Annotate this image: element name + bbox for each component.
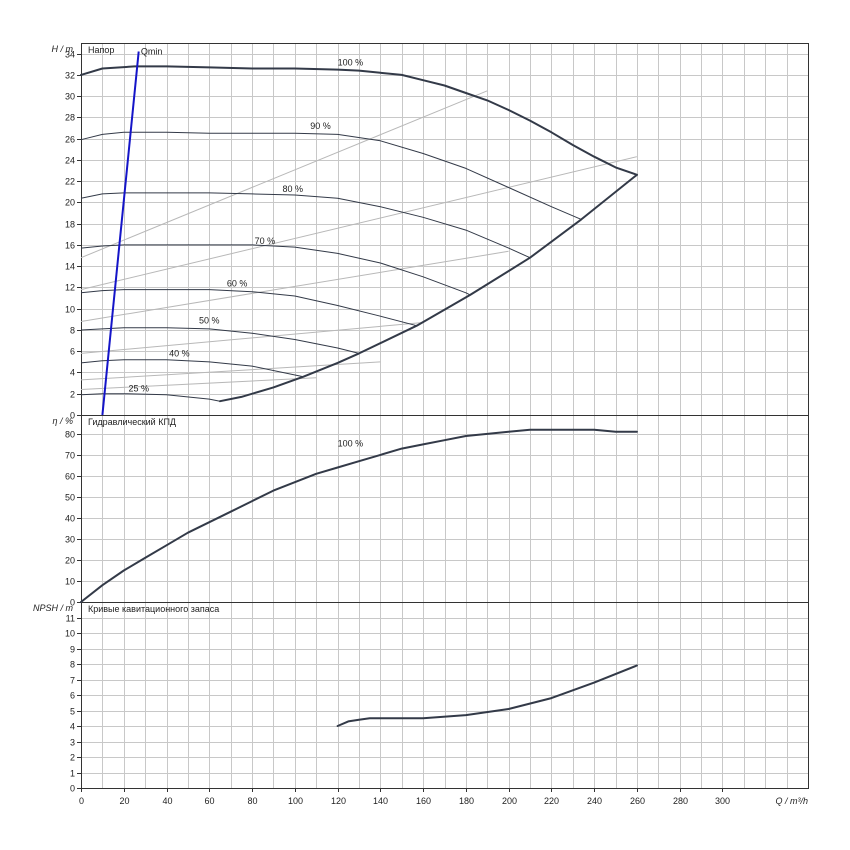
head-curve-50: [80, 327, 360, 354]
head-envelope-curve: [219, 173, 638, 403]
y-tick-label: 40: [65, 514, 75, 524]
x-tick-label: 140: [373, 796, 388, 806]
y-tick-label: 10: [65, 305, 75, 315]
y-tick-label: 34: [65, 50, 75, 60]
y-tick-label: 50: [65, 493, 75, 503]
y-tick-label: 24: [65, 156, 75, 166]
x-tick-label: 260: [630, 796, 645, 806]
iso-efficiency-line: [80, 156, 638, 291]
x-tick-label: 160: [416, 796, 431, 806]
y-tick-label: 1: [70, 769, 75, 779]
y-tick-label: 12: [65, 283, 75, 293]
iso-efficiency-line: [80, 250, 509, 322]
y-tick-label: 7: [70, 676, 75, 686]
x-tick-label: 20: [119, 796, 129, 806]
y-tick-label: 4: [70, 368, 75, 378]
y-tick-label: 14: [65, 262, 75, 272]
series-layer: [80, 51, 638, 727]
x-tick-label: 60: [204, 796, 214, 806]
npsh-y-axis-label: NPSH / m: [33, 603, 74, 613]
head-curve-100: [80, 65, 638, 176]
y-tick-label: 6: [70, 691, 75, 701]
head-curve-40: [80, 359, 304, 378]
head-curve-90: [80, 131, 582, 220]
y-tick-label: 10: [65, 629, 75, 639]
efficiency-series-label: 100 %: [338, 439, 364, 449]
y-tick-label: 11: [66, 614, 75, 624]
y-tick-label: 4: [70, 722, 75, 732]
x-tick-label: 220: [544, 796, 559, 806]
y-tick-label: 8: [70, 326, 75, 336]
grid-layer: [81, 43, 808, 788]
x-tick-label: 280: [673, 796, 688, 806]
y-tick-label: 28: [65, 113, 75, 123]
head-series-label: 25 %: [128, 384, 149, 394]
iso-efficiency-line: [80, 322, 424, 354]
head-panel-title: Напор: [88, 45, 114, 55]
x-tick-label: 80: [247, 796, 257, 806]
y-tick-label: 16: [65, 241, 75, 251]
x-tick-label: 120: [331, 796, 346, 806]
x-tick-label: 240: [587, 796, 602, 806]
axis-layer: [77, 43, 809, 792]
y-tick-label: 18: [65, 220, 75, 230]
head-series-label: 50 %: [199, 316, 220, 326]
head-series-label: 90 %: [310, 121, 331, 131]
x-tick-label: 200: [502, 796, 517, 806]
y-tick-label: 9: [70, 645, 75, 655]
x-tick-label: 300: [715, 796, 730, 806]
head-y-axis-label: H / m: [52, 44, 74, 54]
npsh-envelope-curve: [336, 664, 638, 727]
x-tick-label: 180: [459, 796, 474, 806]
npsh-panel-frame: [81, 602, 809, 789]
x-tick-label: 100: [288, 796, 303, 806]
qmin-label: Qmin: [141, 47, 163, 57]
y-tick-label: 10: [65, 577, 75, 587]
y-tick-label: 2: [70, 390, 75, 400]
y-tick-label: 20: [65, 198, 75, 208]
iso-efficiency-line: [80, 90, 488, 259]
x-tick-label: 0: [79, 796, 84, 806]
efficiency-y-axis-label: η / %: [52, 416, 73, 426]
y-tick-label: 6: [70, 347, 75, 357]
y-tick-label: 30: [65, 535, 75, 545]
y-tick-label: 0: [70, 784, 75, 794]
head-series-label: 60 %: [227, 278, 248, 288]
y-tick-label: 22: [65, 177, 75, 187]
y-tick-label: 8: [70, 660, 75, 670]
efficiency-curve-100: [80, 428, 638, 603]
head-series-label: 80 %: [282, 184, 303, 194]
y-tick-label: 20: [65, 556, 75, 566]
head-curve-60: [80, 289, 417, 327]
head-series-label: 100 %: [338, 57, 364, 67]
efficiency-panel-title: Гидравлический КПД: [88, 417, 176, 427]
y-tick-label: 3: [70, 738, 75, 748]
y-tick-label: 2: [70, 753, 75, 763]
iso-efficiency-line: [80, 377, 317, 390]
y-tick-label: 5: [70, 707, 75, 717]
y-tick-label: 0: [70, 411, 75, 421]
y-tick-label: 32: [65, 71, 75, 81]
y-tick-label: 0: [70, 598, 75, 608]
y-tick-label: 70: [65, 451, 75, 461]
head-series-label: 70 %: [255, 236, 276, 246]
x-axis-label: Q / m³/h: [775, 796, 808, 806]
y-tick-label: 30: [65, 92, 75, 102]
head-series-label: 40 %: [169, 349, 190, 359]
qmin-line: [101, 51, 140, 416]
head-curve-25: [80, 393, 221, 402]
npsh-panel-title: Кривые кавитационного запаса: [88, 604, 219, 614]
y-tick-label: 80: [65, 430, 75, 440]
x-tick-label: 40: [162, 796, 172, 806]
y-tick-label: 60: [65, 472, 75, 482]
y-tick-label: 26: [65, 135, 75, 145]
